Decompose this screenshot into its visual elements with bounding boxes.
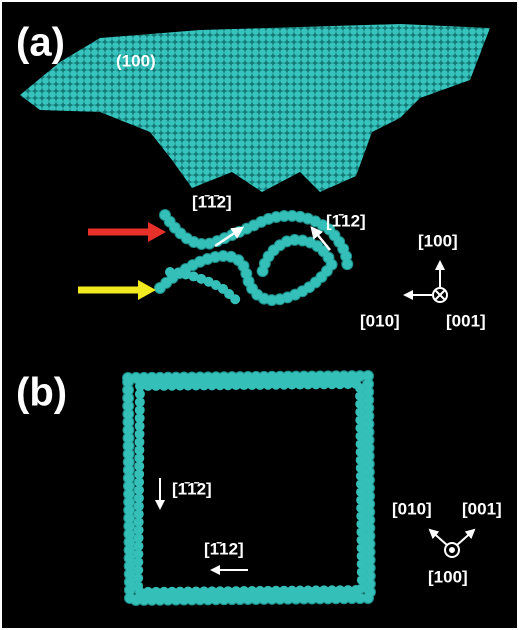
axis-label: [010] [392, 499, 432, 518]
axis-label: [001] [462, 499, 502, 518]
panel-label: (a) [16, 21, 65, 65]
direction-label: [1̄12] [204, 539, 244, 558]
direction-arrow [214, 226, 245, 248]
axis-label: [010] [360, 311, 400, 330]
axes-b [428, 528, 476, 558]
direction-label: [1̄1̄2] [192, 192, 232, 211]
square-loop [121, 369, 377, 607]
direction-label: [1̄12] [326, 211, 366, 230]
atom-slab [20, 24, 490, 192]
direction-arrow [310, 226, 331, 251]
yellow-arrow-head [138, 280, 156, 300]
axis-label: [001] [446, 311, 486, 330]
axis-label: [100] [418, 231, 458, 250]
axis-label: [100] [428, 567, 468, 586]
direction-label: [1̄1̄2] [172, 479, 212, 498]
panel-label: (b) [16, 371, 67, 415]
dislocation-loops [154, 209, 354, 307]
red-arrow-head [148, 222, 166, 242]
plane-label: (100) [116, 51, 156, 70]
axes-a [403, 260, 448, 303]
